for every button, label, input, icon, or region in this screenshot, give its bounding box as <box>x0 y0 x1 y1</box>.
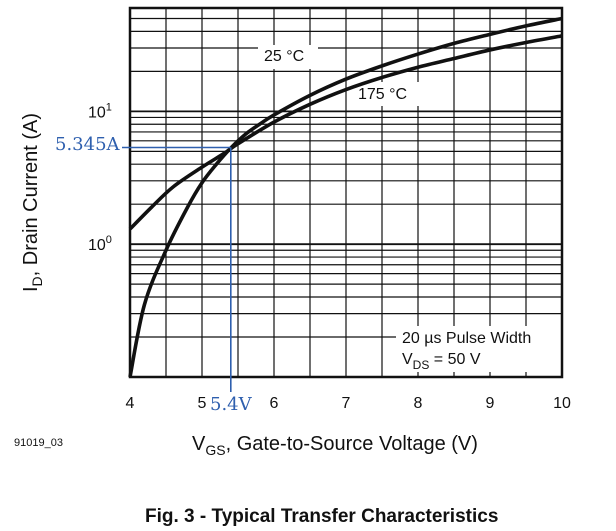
x-tick-label: 9 <box>486 395 495 412</box>
series-label-175c: 175 °C <box>358 86 407 103</box>
label-background <box>258 45 318 69</box>
x-axis-title: VGS, Gate-to-Source Voltage (V) <box>192 433 478 458</box>
legend-vds-main: V <box>402 351 413 368</box>
label-background <box>396 326 561 372</box>
legend-line-pulse-width: 20 µs Pulse Width <box>402 330 531 347</box>
x-tick-label: 7 <box>342 395 351 412</box>
x-axis-title-rest: , Gate-to-Source Voltage (V) <box>226 433 478 455</box>
x-tick-label: 5 <box>198 395 207 412</box>
plot-frame <box>128 6 564 379</box>
figure-code: 91019_03 <box>14 437 63 449</box>
label-background <box>352 82 422 106</box>
series-label-25c: 25 °C <box>264 48 304 65</box>
annotation-lines <box>122 146 232 392</box>
x-axis-title-sub: GS <box>205 442 225 458</box>
y-axis-title-rest: , Drain Current (A) <box>20 113 42 276</box>
series-curve-175c <box>128 34 563 231</box>
y-axis-title-sub: D <box>29 276 45 286</box>
annotation-x-value: 5.4V <box>210 394 253 415</box>
annotation-y-value: 5.345A <box>55 134 121 155</box>
x-tick-label: 4 <box>126 395 135 412</box>
series-curves <box>128 16 563 378</box>
x-tick-label: 8 <box>414 395 423 412</box>
y-tick-label: 100 <box>88 234 112 254</box>
series-curve-25c <box>128 16 563 378</box>
y-tick-labels: 100 101 <box>88 101 112 254</box>
figure-caption: Fig. 3 - Typical Transfer Characteristic… <box>145 506 498 527</box>
grid-lines <box>130 8 562 377</box>
x-tick-label: 10 <box>553 395 571 412</box>
y-tick-label: 101 <box>88 101 112 121</box>
x-tick-labels: 4 5 6 7 8 9 10 <box>126 395 571 412</box>
x-axis-title-main: V <box>192 433 206 455</box>
legend-vds-sub: DS <box>413 358 430 372</box>
y-axis-title-main: I <box>20 286 42 292</box>
legend-line-vds: VDS = 50 V <box>402 351 481 372</box>
y-axis-title: ID, Drain Current (A) <box>20 113 45 292</box>
legend-vds-rest: = 50 V <box>429 351 480 368</box>
x-tick-label: 6 <box>270 395 279 412</box>
